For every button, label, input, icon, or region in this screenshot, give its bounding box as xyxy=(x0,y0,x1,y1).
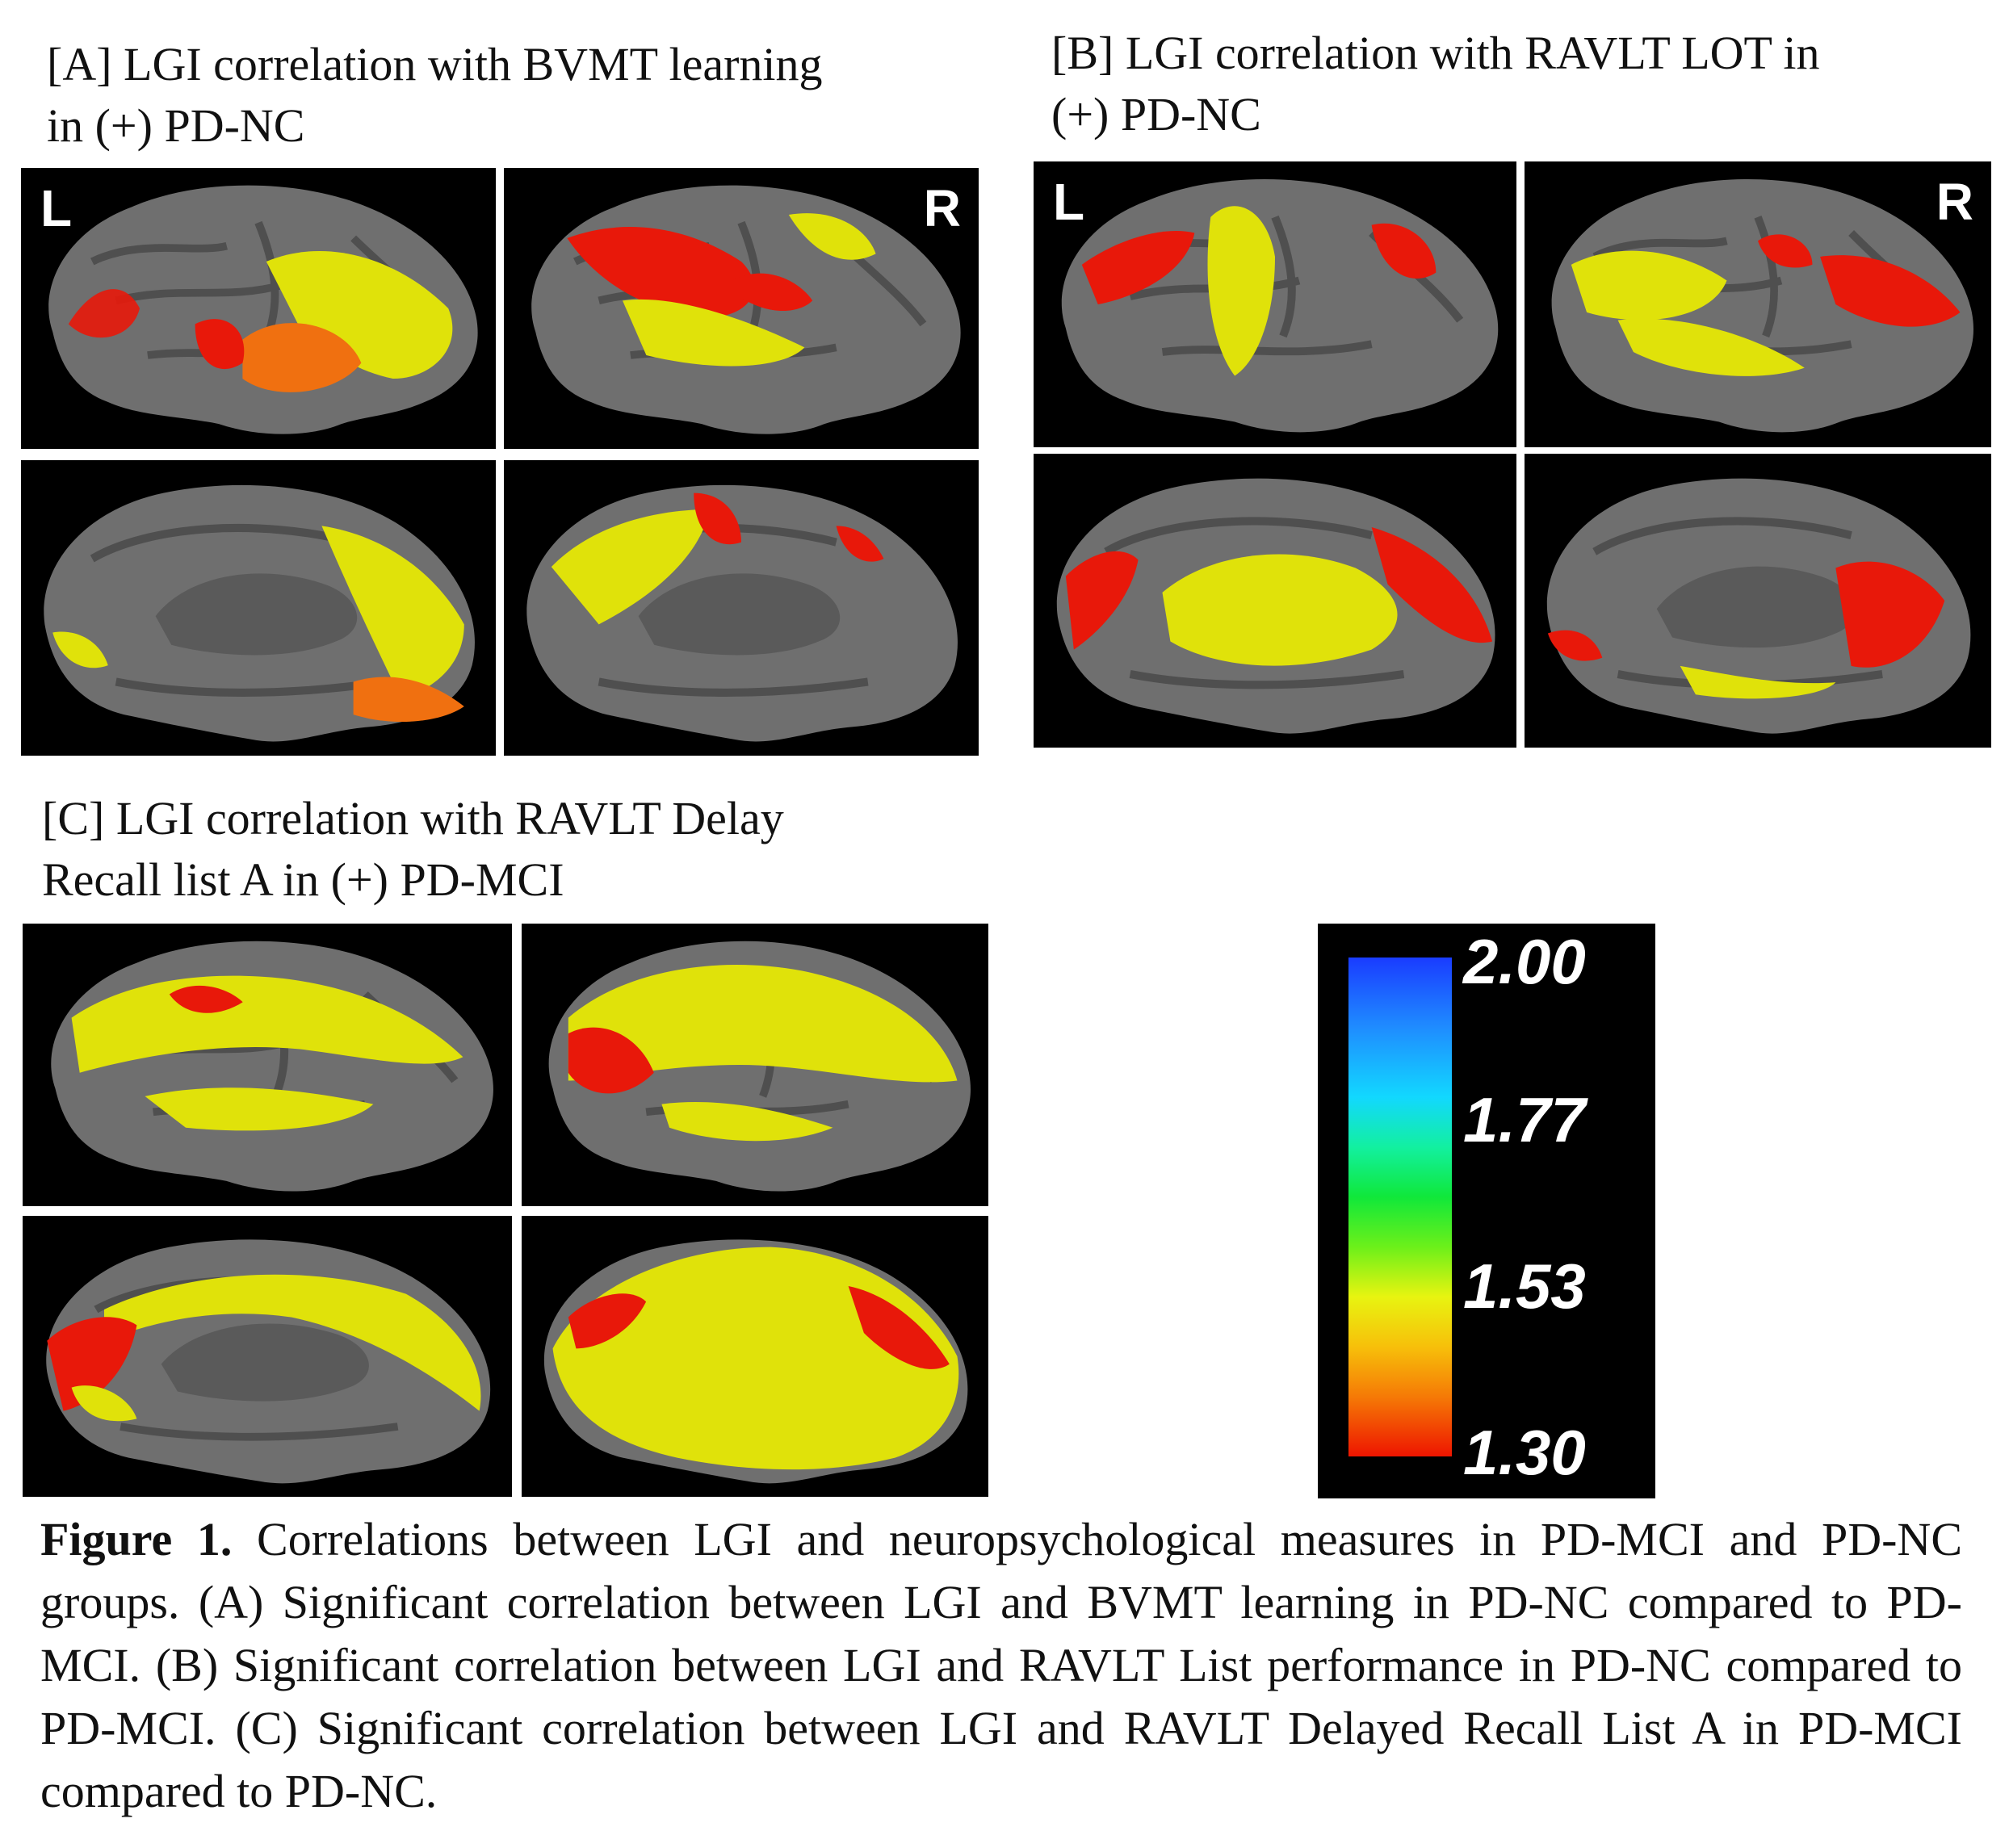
colorbar-tick-min: 1.30 xyxy=(1463,1417,1586,1488)
panel-c-left-lateral xyxy=(23,924,512,1206)
colorbar-tick-max: 2.00 xyxy=(1463,926,1586,997)
left-hemisphere-label-b: L xyxy=(1053,173,1085,231)
colorbar: 2.00 1.77 1.53 1.30 xyxy=(1318,924,1655,1498)
colorbar-gradient xyxy=(1348,958,1452,1456)
left-hemisphere-label: L xyxy=(40,179,73,237)
caption-text: Correlations between LGI and neuropsycho… xyxy=(40,1513,1963,1817)
panel-a-title: [A] LGI correlation with BVMT learning i… xyxy=(47,34,823,157)
panel-a-left-medial xyxy=(21,460,496,756)
panel-c-title-line1: [C] LGI correlation with RAVLT Delay xyxy=(42,792,784,844)
panel-b-title-line2: (+) PD-NC xyxy=(1051,88,1261,140)
panel-b-title-line1: [B] LGI correlation with RAVLT LOT in xyxy=(1051,27,1820,79)
panel-b-right-medial xyxy=(1525,454,1991,748)
panel-a-right-lateral: R xyxy=(504,168,979,449)
panel-c-right-medial xyxy=(522,1216,988,1497)
figure-label: Figure 1. xyxy=(40,1513,233,1565)
panel-a-right-medial xyxy=(504,460,979,756)
panel-b-left-medial xyxy=(1034,454,1516,748)
panel-c-left-medial xyxy=(23,1216,512,1497)
panel-b-left-lateral: L xyxy=(1034,161,1516,447)
panel-a-title-line1: [A] LGI correlation with BVMT learning xyxy=(47,38,823,90)
figure-caption: Figure 1. Correlations between LGI and n… xyxy=(40,1508,1962,1823)
panel-b-title: [B] LGI correlation with RAVLT LOT in (+… xyxy=(1051,23,1820,145)
panel-b-right-lateral: R xyxy=(1525,161,1991,447)
panel-c-right-lateral xyxy=(522,924,988,1206)
right-hemisphere-label-b: R xyxy=(1936,173,1973,231)
panel-a-title-line2: in (+) PD-NC xyxy=(47,99,305,152)
colorbar-tick-177: 1.77 xyxy=(1463,1084,1586,1155)
right-hemisphere-label: R xyxy=(923,179,961,237)
panel-c-title: [C] LGI correlation with RAVLT Delay Rec… xyxy=(42,788,784,911)
colorbar-tick-153: 1.53 xyxy=(1463,1251,1586,1322)
panel-a-left-lateral: L xyxy=(21,168,496,449)
panel-c-title-line2: Recall list A in (+) PD-MCI xyxy=(42,853,564,906)
